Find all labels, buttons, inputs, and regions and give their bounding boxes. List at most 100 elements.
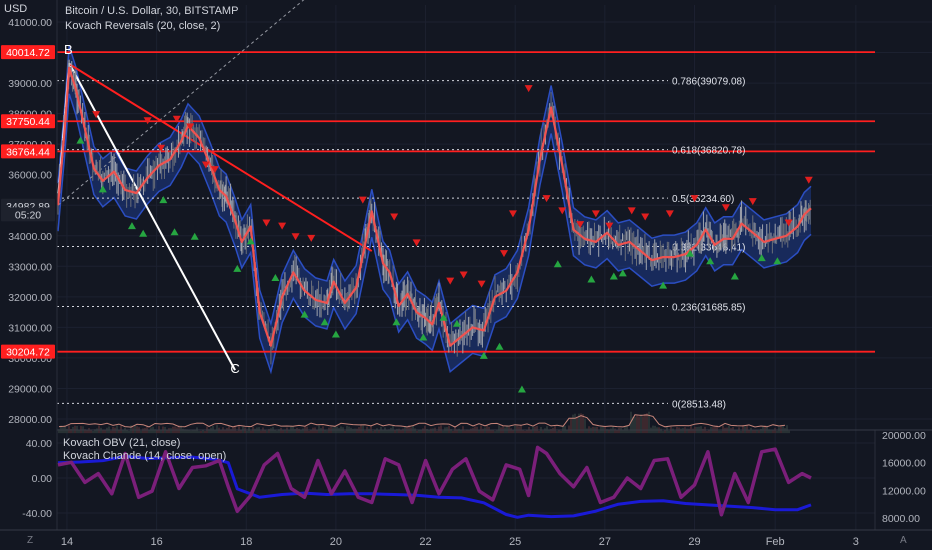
x-tick-label: 27 (599, 536, 611, 548)
trend-line (69, 63, 373, 252)
up-reversal-marker (170, 228, 179, 236)
lower-right-tick-label: 20000.00 (882, 430, 926, 442)
chart-annotations: BC (64, 42, 240, 376)
obv-legend: Kovach OBV (21, close) (63, 437, 181, 449)
x-tick-label: Feb (766, 536, 785, 548)
up-reversal-marker (452, 319, 461, 327)
down-reversal-marker (576, 221, 585, 229)
down-reversal-marker (748, 198, 757, 206)
up-reversal-marker (159, 196, 168, 204)
lower-left-tick-label: 0.00 (32, 473, 53, 485)
x-tick-label: 25 (509, 536, 521, 548)
indicator-pane: 40.00 0.00 -40.00 20000.00 16000.00 12000.00 8… (22, 430, 926, 525)
price-tag-label: 36764.44 (6, 146, 50, 158)
reversal-signals (76, 85, 813, 393)
price-tag-box (1, 45, 55, 60)
up-reversal-marker (320, 318, 329, 326)
down-reversal-marker (605, 222, 614, 230)
up-reversal-marker (392, 318, 401, 326)
up-reversal-marker (495, 342, 504, 350)
down-reversal-marker (262, 219, 271, 227)
price-tag-label: 37750.44 (6, 116, 50, 128)
x-tick-label: 14 (61, 536, 73, 548)
horizontal-levels (57, 51, 875, 353)
up-reversal-marker (246, 237, 255, 245)
down-reversal-marker (499, 250, 508, 258)
down-reversal-marker (143, 117, 152, 125)
up-reversal-marker (98, 185, 107, 193)
up-reversal-marker (419, 333, 428, 341)
up-reversal-marker (271, 273, 280, 281)
price-tag-label: 05:20 (15, 209, 41, 221)
lower-right-tick-label: 12000.00 (882, 485, 926, 497)
timezone-icon[interactable]: Z (27, 535, 34, 546)
fib-level-label: 0.618(36820.78) (672, 146, 745, 157)
y-tick-label: 41000.00 (8, 17, 52, 29)
x-tick-label: 20 (330, 536, 342, 548)
up-reversal-marker (517, 385, 526, 393)
down-reversal-marker (412, 239, 421, 247)
down-reversal-marker (186, 123, 195, 131)
x-tick-label: 22 (419, 536, 431, 548)
fib-level-label: 0.5(35234.60) (672, 194, 734, 205)
down-reversal-marker (172, 115, 181, 123)
down-reversal-marker (721, 204, 730, 212)
y-tick-label: 29000.00 (8, 383, 52, 395)
fib-level-label: 0.236(31685.85) (672, 302, 745, 313)
down-reversal-marker (459, 271, 468, 279)
up-reversal-marker (190, 232, 199, 240)
down-reversal-marker (508, 210, 517, 218)
up-reversal-marker (587, 275, 596, 283)
up-reversal-marker (300, 310, 309, 318)
down-reversal-marker (542, 195, 551, 203)
down-reversal-marker (804, 176, 813, 184)
down-reversal-marker (524, 85, 533, 93)
down-reversal-marker (446, 277, 455, 285)
price-series (56, 59, 812, 365)
up-reversal-marker (233, 264, 242, 272)
price-tag-box (1, 207, 55, 222)
volume-pane (58, 411, 790, 434)
price-tag-label: 30204.72 (6, 347, 50, 359)
price-tag-box (1, 344, 55, 359)
down-reversal-marker (92, 111, 101, 119)
auto-scale-icon[interactable]: A (900, 535, 907, 546)
obv-line (57, 454, 812, 519)
y-tick-label: 39000.00 (8, 78, 52, 90)
up-reversal-marker (609, 272, 618, 280)
down-reversal-marker (307, 234, 316, 242)
price-tag-box (1, 144, 55, 159)
x-tick-label: 3 (853, 536, 859, 548)
indicator-legend: Kovach Reversals (20, close, 2) (65, 20, 221, 32)
up-reversal-marker (659, 281, 668, 289)
down-reversal-marker (665, 210, 674, 218)
down-reversal-marker (627, 207, 636, 215)
lower-left-tick-label: -40.00 (22, 508, 52, 520)
lower-right-tick-label: 8000.00 (882, 513, 920, 525)
down-reversal-marker (278, 222, 287, 230)
volume-average-line (58, 414, 786, 428)
y-tick-label: 36000.00 (8, 170, 52, 182)
up-reversal-marker (757, 254, 766, 262)
x-tick-label: 16 (150, 536, 162, 548)
down-reversal-marker (784, 219, 793, 227)
chande-legend: Kovach Chande (14, close, open) (63, 450, 227, 462)
x-tick-label: 29 (688, 536, 700, 548)
lower-left-tick-label: 40.00 (26, 438, 52, 450)
symbol-title: Bitcoin / U.S. Dollar, 30, BITSTAMP (65, 5, 239, 17)
y-tick-label: 31000.00 (8, 322, 52, 334)
price-tag-box (1, 114, 55, 129)
up-reversal-marker (127, 222, 136, 230)
up-reversal-marker (479, 351, 488, 359)
down-reversal-marker (201, 161, 210, 169)
up-reversal-marker (553, 260, 562, 268)
down-reversal-marker (591, 210, 600, 218)
price-tag-label: 40014.72 (6, 47, 50, 59)
up-reversal-marker (706, 257, 715, 265)
x-tick-label: 18 (240, 536, 252, 548)
down-reversal-marker (390, 213, 399, 221)
band-upper (57, 45, 812, 327)
point-annotation: C (230, 361, 239, 376)
